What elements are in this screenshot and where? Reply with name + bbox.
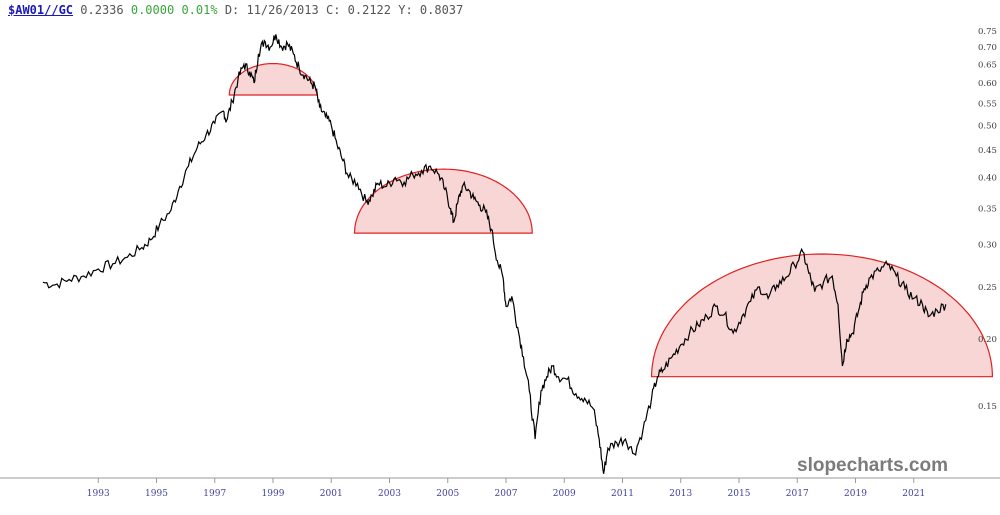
x-tick-label: 2021: [902, 489, 925, 499]
y-tick-label: 0.35: [978, 205, 997, 215]
brand-watermark: slopecharts.com: [797, 455, 948, 476]
change-value: 0.0000: [130, 3, 175, 17]
y-tick-label: 0.30: [978, 240, 997, 250]
dome-2: [353, 168, 533, 234]
y-tick-label: 0.15: [978, 402, 997, 412]
x-tick-label: 1999: [262, 489, 285, 499]
last-value: 0.2336: [80, 3, 124, 17]
y-tick-label: 0.20: [978, 335, 997, 345]
y-readout: Y: 0.8037: [398, 3, 464, 17]
y-tick-label: 0.55: [978, 99, 997, 109]
y-tick-label: 0.25: [978, 283, 997, 293]
y-tick-label: 0.50: [978, 122, 997, 132]
y-tick-label: 0.60: [978, 79, 997, 89]
dome-overlays: [228, 63, 994, 378]
y-tick-label: 0.45: [978, 146, 997, 156]
y-tick-label: 0.75: [978, 27, 997, 37]
symbol-link[interactable]: $AW01//GC: [8, 3, 74, 17]
x-axis: 1993 1995 1997 1999 2001 2003 2005 2007 2009 2011…: [0, 477, 1000, 499]
x-tick-label: 2003: [378, 489, 401, 499]
close-readout: C: 0.2122: [325, 3, 391, 17]
y-axis: 0.75 0.70 0.65 0.60 0.55 0.50 0.45 0.40 0.35 0.30…: [978, 27, 997, 412]
x-tick-label: 2009: [553, 489, 576, 499]
date-readout: D: 11/26/2013: [224, 3, 319, 17]
x-tick-label: 2015: [728, 489, 751, 499]
x-tick-label: 2005: [436, 489, 459, 499]
x-tick-label: 2019: [844, 489, 867, 499]
change-percent: 0.01%: [181, 3, 218, 17]
x-tick-label: 2007: [495, 489, 518, 499]
x-tick-label: 2001: [320, 489, 343, 499]
y-tick-label: 0.65: [978, 60, 997, 70]
y-tick-label: 0.70: [978, 43, 997, 53]
x-tick-label: 1993: [87, 489, 110, 499]
x-tick-label: 1997: [203, 489, 226, 499]
price-line: [42, 34, 947, 474]
dome-3: [650, 253, 994, 378]
quote-header: $AW01//GC 0.2336 0.0000 0.01% D: 11/26/2…: [8, 3, 463, 17]
x-tick-label: 1995: [145, 489, 168, 499]
x-tick-label: 2017: [786, 489, 809, 499]
y-tick-label: 0.40: [978, 173, 997, 183]
x-tick-label: 2013: [669, 489, 692, 499]
x-tick-label: 2011: [611, 489, 634, 499]
